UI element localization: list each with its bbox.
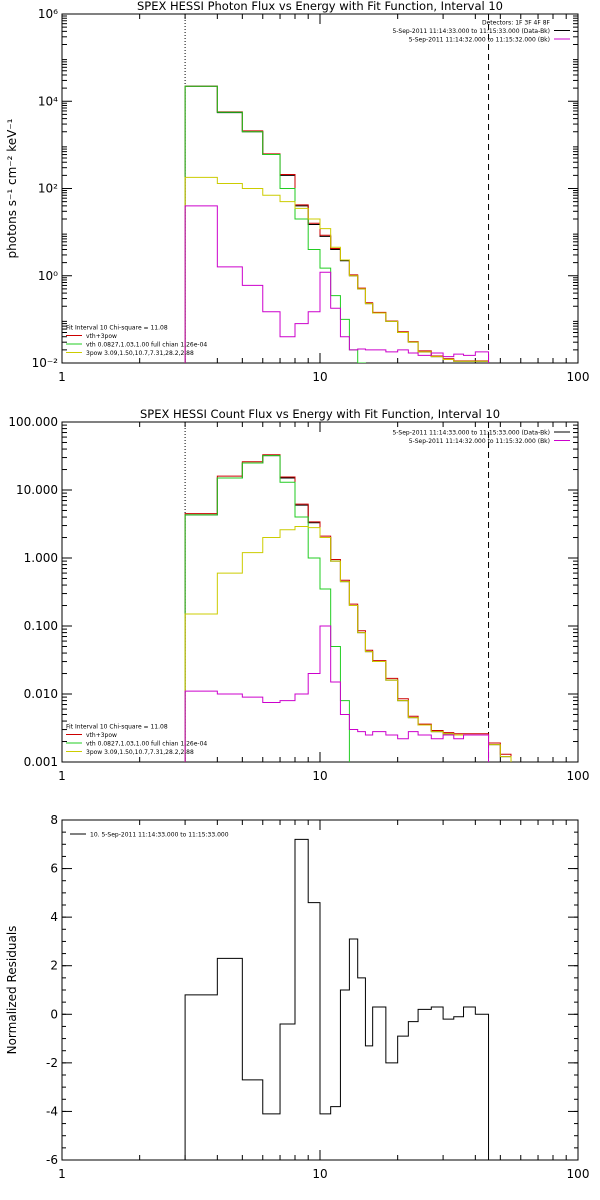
x-tick-label: 1 <box>58 370 66 384</box>
series-group <box>184 85 490 363</box>
y-tick-label: 10⁰ <box>38 269 58 283</box>
y-tick-label: 4 <box>50 910 58 924</box>
y-tick-label: 1.000 <box>24 551 58 565</box>
legend-entry: vth 0.0827,1.03,1.00 full chian 1.26e-04 <box>86 741 207 748</box>
legend-entry: 3pow 3.09,1.50,10.7,7.31,28.2,2.88 <box>86 350 194 357</box>
y-tick-label: 6 <box>50 862 58 876</box>
chart-3: Normalized Residuals 1 10 100 -6 -4 -2 0 2 4 6 8 10.… <box>5 813 589 1181</box>
x-tick-label: 1 <box>58 1167 66 1181</box>
y-tick-label: 0.010 <box>24 687 58 701</box>
x-tick-label: 100 <box>567 370 590 384</box>
series-line-5 <box>184 625 490 762</box>
y-tick-label: 2 <box>50 959 58 973</box>
legend-entry: 5-Sep-2011 11:14:32.000 to 11:15:32.000 … <box>409 37 550 44</box>
x-tick-label: 10 <box>312 769 327 783</box>
series-group <box>184 454 512 762</box>
y-tick-label: -4 <box>46 1104 58 1118</box>
chart-1: SPEX HESSI Photon Flux vs Energy with Fi… <box>5 0 589 384</box>
x-tick-label: 100 <box>567 1167 590 1181</box>
chart-title: SPEX HESSI Photon Flux vs Energy with Fi… <box>137 0 503 13</box>
series-line-1 <box>184 85 490 363</box>
legend-entry: 10. 5-Sep-2011 11:14:33.000 to 11:15:33.… <box>90 832 229 839</box>
y-axis-label: Normalized Residuals <box>5 926 19 1055</box>
legend-entry: vth+3pow <box>86 732 117 739</box>
chart-title: SPEX HESSI Count Flux vs Energy with Fit… <box>140 407 500 421</box>
chart-2: SPEX HESSI Count Flux vs Energy with Fit… <box>8 407 589 783</box>
legend-entry: Fit Interval 10 Chi-square = 11.08 <box>66 724 168 731</box>
series-line-3 <box>184 85 366 363</box>
series-line-5 <box>184 205 490 363</box>
legend-entry: Detectors: 1F 3F 4F 8F <box>482 20 551 27</box>
legend-entry: 5-Sep-2011 11:14:33.000 to 11:15:33.000 … <box>392 430 550 437</box>
y-tick-label: 0.100 <box>24 619 58 633</box>
plot-frame <box>61 421 579 763</box>
series-line-2 <box>184 85 490 363</box>
y-tick-label: 10.000 <box>16 483 58 497</box>
y-tick-label: 0 <box>50 1007 58 1021</box>
y-tick-label: 0.001 <box>24 755 58 769</box>
legend-entry: vth 0.0827,1.03,1.00 full chian 1.26e-04 <box>86 342 207 349</box>
y-tick-label: 10⁴ <box>38 94 58 108</box>
series-group <box>184 838 490 1160</box>
legend-entry: 3pow 3.09,1.50,10.7,7.31,28.2,2.88 <box>86 749 194 756</box>
y-tick-label: -6 <box>46 1153 58 1167</box>
y-tick-label: 10⁶ <box>38 7 58 21</box>
legend-entry: Fit Interval 10 Chi-square = 11.08 <box>66 325 168 332</box>
y-axis-label: photons s⁻¹ cm⁻² keV⁻¹ <box>5 118 19 258</box>
y-tick-label: 100.000 <box>8 415 58 429</box>
series-line-4 <box>184 526 512 762</box>
series-line-4 <box>184 176 490 363</box>
y-tick-label: -2 <box>46 1056 58 1070</box>
legend-entry: vth+3pow <box>86 333 117 340</box>
y-tick-label: 8 <box>50 813 58 827</box>
x-tick-label: 10 <box>312 370 327 384</box>
x-tick-label: 1 <box>58 769 66 783</box>
y-tick-label: 10⁻² <box>32 356 59 370</box>
legend-entry: 5-Sep-2011 11:14:32.000 to 11:15:32.000 … <box>409 438 550 445</box>
series-line-1 <box>184 838 490 1160</box>
x-tick-label: 100 <box>567 769 590 783</box>
series-line-1 <box>184 455 512 762</box>
series-line-3 <box>184 455 350 762</box>
x-tick-label: 10 <box>312 1167 327 1181</box>
y-tick-label: 10² <box>38 182 58 196</box>
legend-entry: 5-Sep-2011 11:14:33.000 to 11:15:33.000 … <box>392 28 550 35</box>
series-line-2 <box>184 454 512 762</box>
